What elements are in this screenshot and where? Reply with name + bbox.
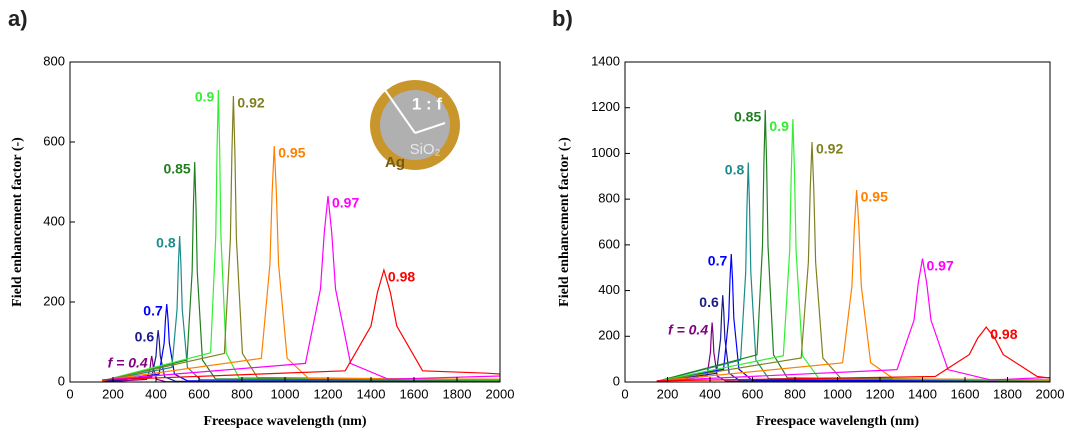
- y-tick-label: 200: [43, 293, 65, 308]
- y-tick-label: 400: [598, 282, 620, 297]
- x-tick-label: 400: [699, 386, 721, 401]
- series-label: f = 0.4: [668, 321, 708, 337]
- x-tick-label: 1200: [866, 386, 895, 401]
- series-label: 0.7: [143, 303, 163, 319]
- x-tick-label: 600: [188, 386, 210, 401]
- series-line: [102, 89, 500, 382]
- x-tick-label: 2000: [486, 386, 515, 401]
- x-tick-label: 1600: [400, 386, 429, 401]
- series-line: [102, 95, 500, 382]
- series-line: [656, 119, 1050, 382]
- x-axis-label: Freespace wavelength (nm): [756, 414, 919, 429]
- series-line: [656, 253, 1050, 382]
- y-tick-label: 800: [43, 53, 65, 68]
- y-axis-label: Field enhancement factor (-): [557, 137, 572, 307]
- series-label: 0.85: [163, 161, 190, 177]
- series-label: 0.6: [135, 329, 155, 345]
- x-tick-label: 1600: [951, 386, 980, 401]
- inset-label: SiO₂: [410, 141, 441, 158]
- inset-label: 1 : f: [412, 94, 443, 113]
- y-tick-label: 600: [43, 133, 65, 148]
- series-label: 0.8: [725, 161, 745, 177]
- y-tick-label: 1200: [591, 99, 620, 114]
- series-line: [656, 326, 1050, 382]
- series-line: [102, 161, 500, 382]
- series-label: 0.8: [156, 235, 176, 251]
- y-tick-label: 0: [58, 373, 65, 388]
- x-tick-label: 1400: [357, 386, 386, 401]
- series-label: 0.98: [388, 269, 415, 285]
- series-label: 0.92: [237, 95, 264, 111]
- series-label: f = 0.4: [108, 355, 148, 371]
- series-label: 0.6: [699, 294, 719, 310]
- series-label: 0.98: [990, 326, 1017, 342]
- x-tick-label: 0: [621, 386, 628, 401]
- x-tick-label: 200: [657, 386, 679, 401]
- series-line: [102, 235, 500, 382]
- x-tick-label: 600: [742, 386, 764, 401]
- series-line: [656, 322, 1050, 382]
- series-label: 0.9: [769, 118, 789, 134]
- x-tick-label: 1400: [908, 386, 937, 401]
- y-tick-label: 200: [598, 328, 620, 343]
- x-axis-label: Freespace wavelength (nm): [203, 414, 366, 429]
- series-label: 0.7: [708, 253, 728, 269]
- y-tick-label: 1000: [591, 145, 620, 160]
- series-line: [656, 141, 1050, 382]
- series-label: 0.97: [927, 257, 954, 273]
- series-line: [656, 109, 1050, 382]
- series-line: [102, 267, 500, 381]
- y-axis-label: Field enhancement factor (-): [10, 137, 25, 307]
- y-tick-label: 800: [598, 191, 620, 206]
- inset-label: Ag: [385, 154, 405, 171]
- y-tick-label: 0: [613, 373, 620, 388]
- y-tick-label: 1400: [591, 53, 620, 68]
- series-line: [102, 329, 500, 382]
- x-tick-label: 0: [66, 386, 73, 401]
- x-tick-label: 1800: [993, 386, 1022, 401]
- x-tick-label: 1200: [314, 386, 343, 401]
- x-tick-label: 1000: [271, 386, 300, 401]
- inset-radius: [414, 122, 446, 134]
- series-label: 0.97: [332, 195, 359, 211]
- inset-radius: [384, 89, 416, 134]
- x-tick-label: 200: [102, 386, 124, 401]
- series-line: [656, 162, 1050, 382]
- series-label: 0.85: [734, 109, 761, 125]
- series-label: 0.95: [861, 189, 888, 205]
- x-tick-label: 800: [784, 386, 806, 401]
- series-line: [656, 258, 1050, 382]
- series-line: [102, 145, 500, 381]
- x-tick-label: 1800: [443, 386, 472, 401]
- x-tick-label: 1000: [823, 386, 852, 401]
- series-label: 0.92: [816, 141, 843, 157]
- y-tick-label: 600: [598, 236, 620, 251]
- series-line: [656, 189, 1050, 382]
- panel-label: b): [552, 6, 573, 31]
- panel-label: a): [8, 6, 28, 31]
- series-label: 0.95: [278, 145, 305, 161]
- x-tick-label: 800: [231, 386, 253, 401]
- x-tick-label: 2000: [1036, 386, 1065, 401]
- series-line: [102, 195, 500, 381]
- series-label: 0.9: [195, 89, 215, 105]
- y-tick-label: 400: [43, 213, 65, 228]
- x-tick-label: 400: [145, 386, 167, 401]
